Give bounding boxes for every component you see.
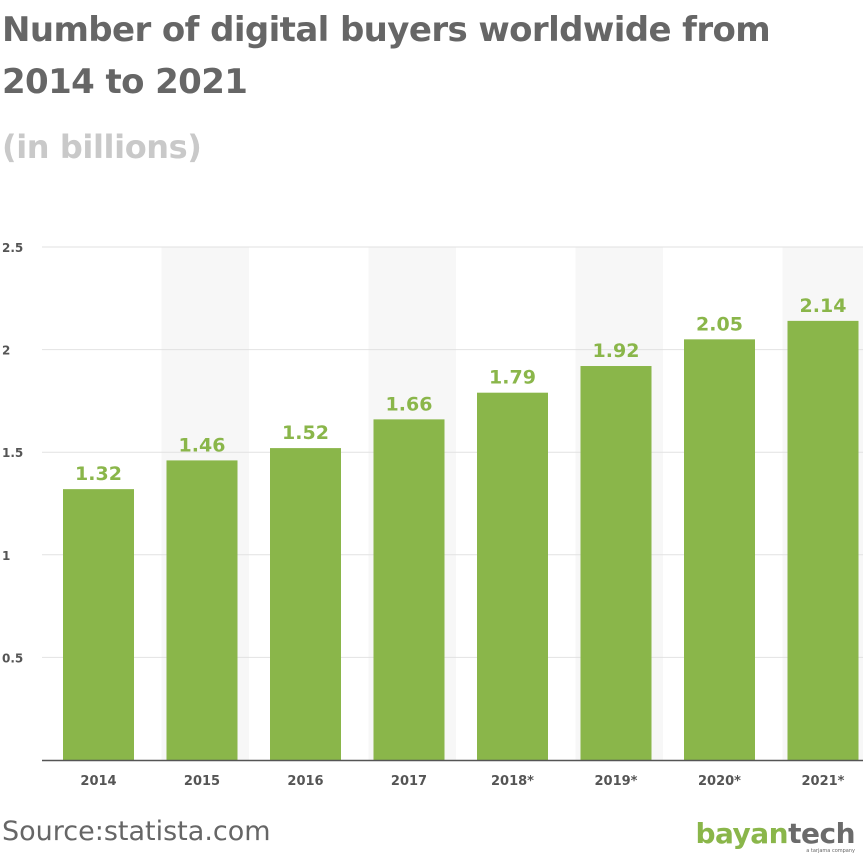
bar-2019*: [580, 366, 652, 760]
value-label-2019*: 1.92: [593, 340, 640, 362]
y-tick-label: 0.5: [2, 651, 23, 665]
bar-2016: [270, 448, 341, 760]
value-label-2014: 1.32: [75, 463, 122, 485]
y-tick-label: 1: [2, 549, 10, 563]
value-label-2016: 1.52: [282, 422, 329, 444]
x-tick-label-2016: 2016: [287, 774, 323, 789]
chart-title: Number of digital buyers worldwide from …: [2, 10, 771, 102]
bar-2015: [166, 460, 238, 760]
value-label-2021*: 2.14: [800, 295, 847, 317]
y-tick-label: 1.5: [2, 446, 23, 460]
x-tick-label-2020*: 2020*: [698, 774, 741, 789]
x-axis-ticks: 2014 2015 2016 2017 2018* 2019* 2020* 2021*: [80, 774, 844, 789]
chart-subtitle: (in billions): [2, 128, 202, 166]
logo-part-bayan: bayan: [695, 817, 789, 850]
value-label-2017: 1.66: [386, 393, 433, 415]
bar-2020*: [684, 339, 755, 760]
x-tick-label-2014: 2014: [80, 774, 116, 789]
x-tick-label-2017: 2017: [391, 774, 427, 789]
value-label-2020*: 2.05: [696, 313, 743, 335]
bar-2017: [373, 419, 445, 760]
bar-2014: [63, 489, 134, 760]
x-tick-label-2015: 2015: [184, 774, 220, 789]
bar-chart: 0.511.522.5 1.321.461.521.661.791.922.05…: [2, 241, 863, 789]
bar-2021*: [787, 320, 859, 760]
logo-wordmark: bayantech: [695, 818, 855, 850]
bayantech-logo: bayantech a tarjama company: [695, 818, 855, 855]
value-label-2018*: 1.79: [489, 367, 536, 389]
x-tick-label-2021*: 2021*: [802, 774, 845, 789]
y-tick-label: 2: [2, 344, 10, 358]
x-tick-label-2018*: 2018*: [491, 774, 534, 789]
value-labels: 1.32 1.46 1.52 1.66 1.79 1.92 2.05 2.14: [75, 295, 846, 485]
bar-2018*: [477, 392, 548, 760]
value-label-2015: 1.46: [179, 434, 226, 456]
x-tick-label-2019*: 2019*: [595, 774, 638, 789]
y-tick-label: 2.5: [2, 241, 23, 255]
y-axis-ticks: 0.5 1 1.5 2 2.5: [2, 241, 23, 665]
bars: [63, 320, 859, 760]
logo-part-tech: tech: [788, 817, 855, 850]
logo-tagline: a tarjama company: [806, 848, 855, 854]
source-note: Source:statista.com: [2, 816, 271, 847]
